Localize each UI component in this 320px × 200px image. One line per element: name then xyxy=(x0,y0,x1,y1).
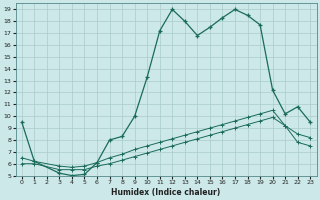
X-axis label: Humidex (Indice chaleur): Humidex (Indice chaleur) xyxy=(111,188,221,197)
